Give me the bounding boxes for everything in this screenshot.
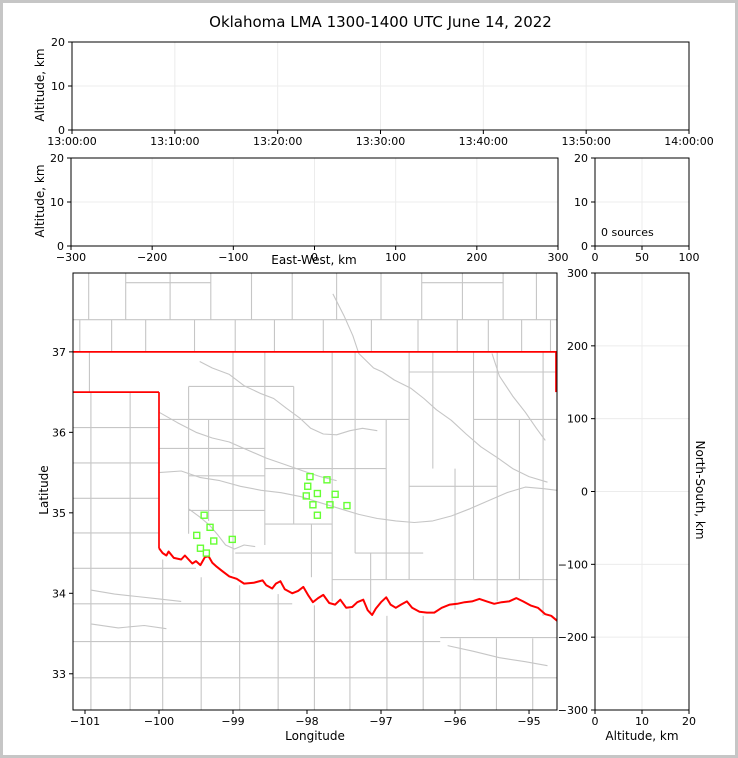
x-tick-label: 13:20:00 [253, 135, 302, 148]
river-line [447, 645, 548, 667]
lma-station-marker [206, 523, 214, 532]
x-tick-label: −200 [137, 251, 167, 264]
panel-time-height: 13:00:00 13:10:00 13:20:00 13:30:00 13:40:00… [47, 36, 713, 148]
lma-station-marker [304, 482, 312, 490]
x-tick-label: 13:30:00 [356, 135, 405, 148]
x-tick-label: −100 [218, 251, 248, 264]
x-tick-label: −97 [369, 715, 392, 728]
x-tick-label: 13:40:00 [459, 135, 508, 148]
x-axis-label-ew-height: East-West, km [271, 253, 357, 267]
lma-station-marker [193, 531, 201, 540]
panel-height-north-south: 0 10 20 −300 −200 −100 0 100 200 300 [558, 267, 696, 728]
y-tick-label: 10 [574, 196, 588, 209]
y-axis-label-time-height: Altitude, km [33, 48, 47, 122]
lma-station-marker [313, 511, 322, 519]
figure-title: Oklahoma LMA 1300-1400 UTC June 14, 2022 [209, 13, 552, 31]
river-line [158, 411, 337, 482]
lma-station-marker [323, 476, 331, 484]
lma-station-marker [210, 537, 218, 545]
panel-plan-view-map: −101 −100 −99 −98 −97 −96 −95 33 34 35 36 37 [52, 272, 558, 728]
y-tick-label: 20 [51, 36, 65, 49]
y-tick-label: 0 [581, 240, 588, 253]
y-tick-label: 0 [57, 240, 64, 253]
river-line [491, 353, 546, 441]
y-tick-label: −200 [558, 631, 588, 644]
y-axis-label-ew-height: Altitude, km [33, 164, 47, 238]
x-tick-label: 0 [592, 715, 599, 728]
y-tick-label: 0 [581, 486, 588, 499]
y-tick-label: 33 [52, 668, 66, 681]
y-tick-label: 34 [52, 587, 66, 600]
y-tick-label: 37 [52, 346, 66, 359]
x-tick-label: −96 [443, 715, 466, 728]
x-tick-label: 300 [548, 251, 569, 264]
river-line [90, 623, 167, 630]
panel-source-histogram: 0 50 100 0 10 20 0 sources [574, 152, 700, 264]
y-tick-label: 10 [51, 80, 65, 93]
y-tick-label: 10 [50, 196, 64, 209]
lma-station-marker [326, 501, 334, 509]
x-tick-label: −95 [517, 715, 540, 728]
y-tick-label: 300 [567, 267, 588, 280]
lma-station-marker [343, 501, 351, 510]
river-line [332, 293, 548, 483]
y-tick-label: 36 [52, 426, 66, 439]
y-axis-label-north-south: North-South, km [693, 440, 707, 540]
x-tick-label: 10 [635, 715, 649, 728]
lma-station-marker [331, 490, 339, 499]
lma-station-marker [309, 501, 317, 509]
x-tick-label: 200 [466, 251, 487, 264]
x-tick-label: 100 [679, 251, 700, 264]
lma-station-marker [306, 472, 314, 481]
x-tick-label: −101 [70, 715, 100, 728]
sources-count-annotation: 0 sources [601, 226, 654, 239]
lma-station-marker [202, 549, 211, 557]
x-tick-label: 20 [682, 715, 696, 728]
lma-station-marker [228, 535, 236, 544]
panel-frame [72, 272, 558, 711]
x-tick-label: −100 [144, 715, 174, 728]
x-tick-label: −99 [221, 715, 244, 728]
x-tick-label: 14:00:00 [664, 135, 713, 148]
x-tick-label: 0 [592, 251, 599, 264]
state-border-line [158, 547, 558, 622]
y-tick-label: 20 [574, 152, 588, 165]
x-tick-label: 13:00:00 [47, 135, 96, 148]
x-axis-label-longitude: Longitude [285, 729, 345, 743]
x-tick-label: −300 [56, 251, 86, 264]
lma-station-marker [302, 492, 310, 500]
river-line [90, 589, 182, 602]
x-tick-label: 13:50:00 [561, 135, 610, 148]
y-tick-label: −300 [558, 704, 588, 717]
x-tick-label: −98 [295, 715, 318, 728]
lma-station-marker [313, 489, 322, 498]
lma-station-marker [196, 544, 205, 552]
x-tick-label: 50 [635, 251, 649, 264]
panel-east-west-height: −300 −200 −100 0 100 200 300 0 10 20 [50, 152, 569, 264]
y-tick-label: 35 [52, 507, 66, 520]
y-tick-label: 0 [58, 124, 65, 137]
y-axis-label-latitude: Latitude [37, 465, 51, 515]
y-tick-label: 200 [567, 340, 588, 353]
x-axis-label-altitude: Altitude, km [605, 729, 679, 743]
x-tick-label: 0 [311, 251, 318, 264]
x-tick-label: 13:10:00 [150, 135, 199, 148]
x-tick-label: 100 [385, 251, 406, 264]
lma-station-marker [200, 511, 208, 519]
river-line [158, 470, 558, 524]
y-tick-label: 100 [567, 413, 588, 426]
river-line [199, 361, 378, 436]
y-tick-label: −100 [558, 558, 588, 571]
y-tick-label: 20 [50, 152, 64, 165]
